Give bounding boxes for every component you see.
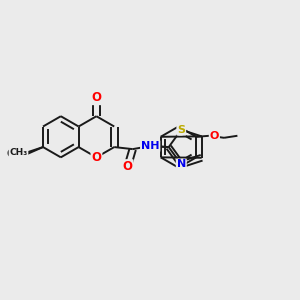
Text: O: O — [123, 160, 133, 173]
Text: NH: NH — [141, 141, 159, 151]
Text: O: O — [92, 91, 101, 104]
Text: O: O — [92, 151, 101, 164]
Text: CH₃: CH₃ — [9, 148, 28, 157]
Text: O: O — [210, 131, 219, 141]
Text: N: N — [177, 159, 186, 170]
Text: S: S — [177, 125, 185, 135]
Text: CH₃: CH₃ — [7, 149, 27, 159]
